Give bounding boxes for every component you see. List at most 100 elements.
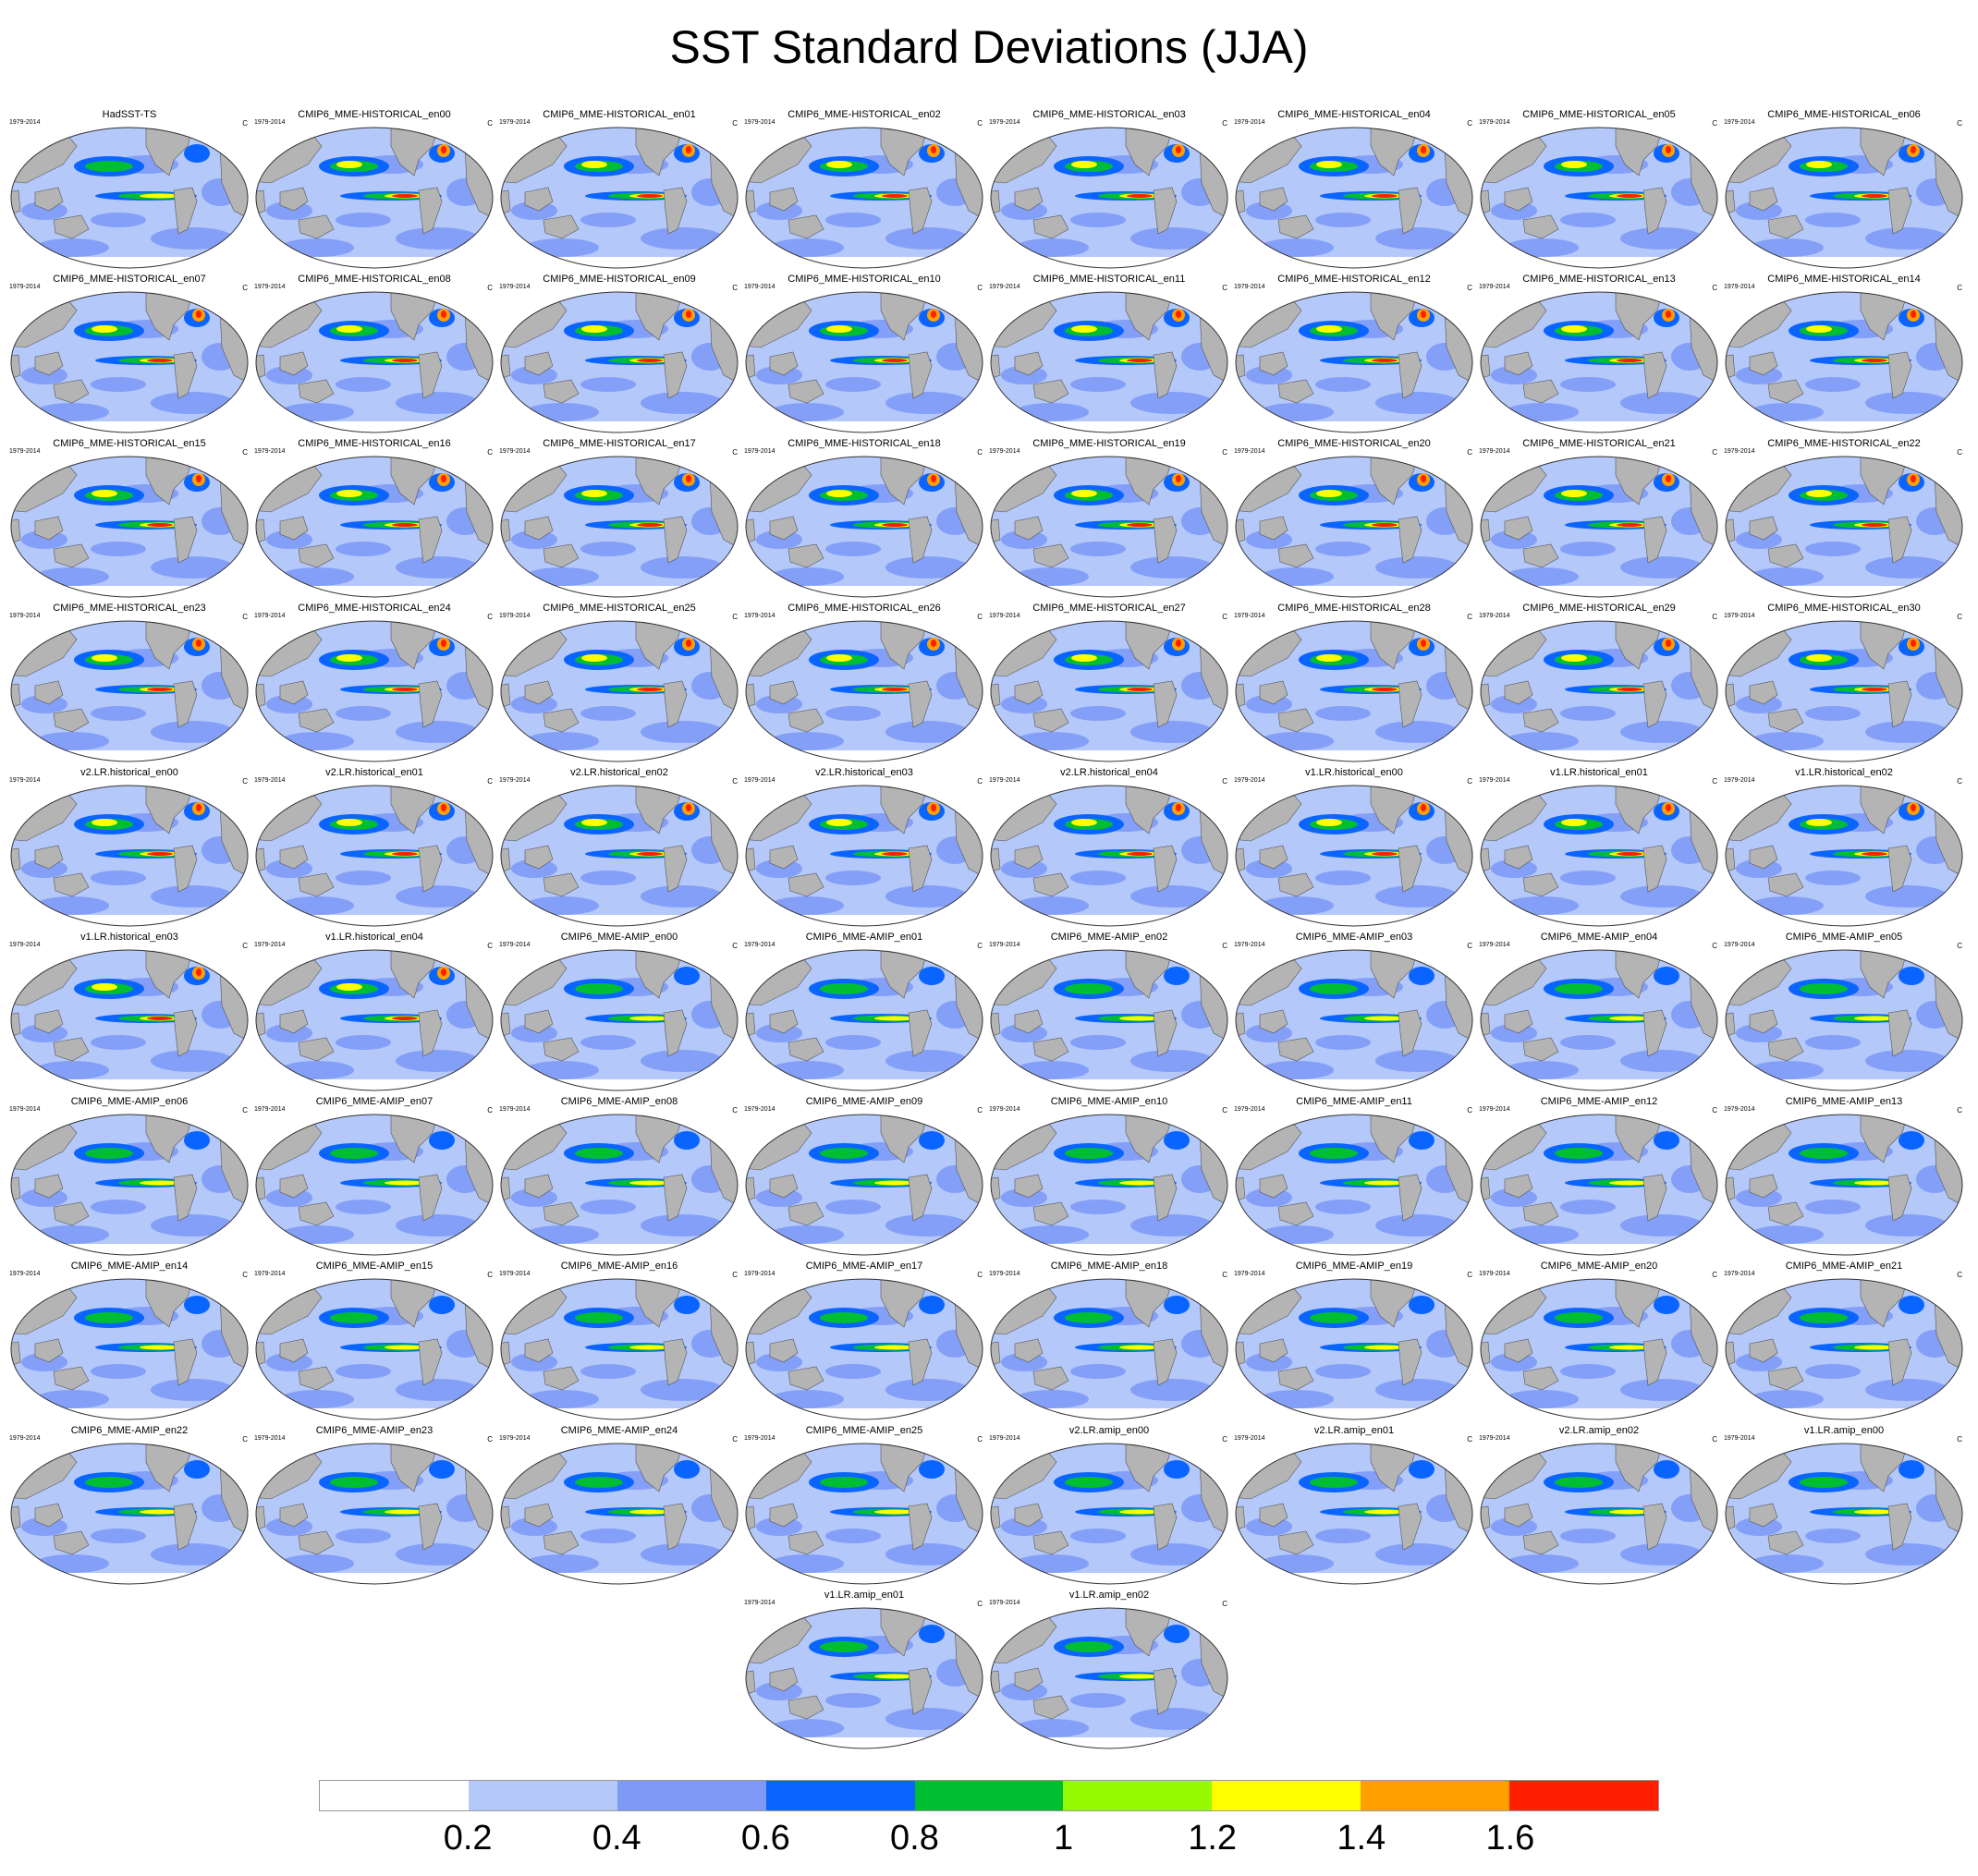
panel-title: v2.LR.amip_en02: [1558, 1425, 1640, 1436]
panel-units: C: [1957, 777, 1962, 786]
panel-title: CMIP6_MME-AMIP_en15: [315, 1261, 433, 1272]
map-panel: v1.LR.amip_en00 1979-2014 C: [1722, 1425, 1966, 1588]
panel-units: C: [242, 119, 248, 128]
panel-title: CMIP6_MME-AMIP_en09: [805, 1096, 923, 1107]
panel-units: C: [977, 777, 983, 786]
panel-title: CMIP6_MME-HISTORICAL_en09: [543, 274, 696, 285]
panel-title: v1.LR.historical_en01: [1550, 767, 1648, 778]
map-panel: CMIP6_MME-HISTORICAL_en13 1979-2014 C: [1477, 274, 1721, 436]
panel-title: v1.LR.historical_en04: [325, 932, 423, 943]
panel-title: CMIP6_MME-AMIP_en05: [1785, 932, 1903, 943]
panel-units: C: [977, 1106, 983, 1115]
panel-title: CMIP6_MME-AMIP_en01: [805, 932, 923, 943]
panel-title: v1.LR.historical_en00: [1305, 767, 1403, 778]
panel-title: CMIP6_MME-HISTORICAL_en25: [543, 603, 696, 614]
map-panel: CMIP6_MME-AMIP_en06 1979-2014 C: [7, 1096, 251, 1259]
colorbar: [319, 1780, 1659, 1811]
colorbar-cell: [320, 1781, 469, 1810]
colorbar-cell: [1361, 1781, 1510, 1810]
map-panel: CMIP6_MME-AMIP_en20 1979-2014 C: [1477, 1261, 1721, 1423]
panel-units: C: [1712, 1106, 1717, 1115]
map-panel: CMIP6_MME-AMIP_en24 1979-2014 C: [497, 1425, 741, 1588]
panel-title: v2.LR.historical_en03: [815, 767, 913, 778]
panel-period: 1979-2014: [499, 942, 531, 948]
panel-title: CMIP6_MME-HISTORICAL_en02: [788, 109, 941, 120]
map-panel: CMIP6_MME-HISTORICAL_en18 1979-2014 C: [742, 438, 986, 601]
map-panel: v1.LR.historical_en01 1979-2014 C: [1477, 767, 1721, 930]
panel-period: 1979-2014: [254, 777, 286, 784]
colorbar-tick-label: 0.4: [592, 1819, 641, 1858]
map-panel: CMIP6_MME-AMIP_en16 1979-2014 C: [497, 1261, 741, 1423]
panel-title: CMIP6_MME-AMIP_en02: [1050, 932, 1168, 943]
panel-title: CMIP6_MME-AMIP_en19: [1295, 1261, 1413, 1272]
panel-units: C: [1467, 942, 1472, 950]
panel-period: 1979-2014: [1724, 1106, 1755, 1113]
map-panel: CMIP6_MME-HISTORICAL_en22 1979-2014 C: [1722, 438, 1966, 601]
panel-units: C: [1467, 613, 1472, 621]
map-panel: CMIP6_MME-AMIP_en07 1979-2014 C: [252, 1096, 496, 1259]
panel-units: C: [1957, 613, 1962, 621]
colorbar-tick-label: 1.2: [1188, 1819, 1238, 1858]
panel-title: CMIP6_MME-AMIP_en12: [1540, 1096, 1658, 1107]
map-panel: CMIP6_MME-AMIP_en08 1979-2014 C: [497, 1096, 741, 1259]
panel-period: 1979-2014: [499, 1271, 531, 1277]
map-panel: v1.LR.amip_en02 1979-2014 C: [987, 1590, 1231, 1752]
map-panel: CMIP6_MME-HISTORICAL_en04 1979-2014 C: [1232, 109, 1476, 272]
panel-units: C: [1712, 613, 1717, 621]
panel-period: 1979-2014: [254, 1271, 286, 1277]
panel-title: v1.LR.historical_en02: [1795, 767, 1893, 778]
panel-title: v1.LR.amip_en02: [1068, 1590, 1150, 1601]
panel-title: v1.LR.amip_en01: [824, 1590, 905, 1601]
panel-period: 1979-2014: [1234, 284, 1265, 290]
panel-units: C: [242, 1435, 248, 1444]
panel-units: C: [1222, 1435, 1227, 1444]
panel-units: C: [1712, 1271, 1717, 1279]
map-panel: CMIP6_MME-AMIP_en14 1979-2014 C: [7, 1261, 251, 1423]
panel-title: CMIP6_MME-AMIP_en24: [560, 1425, 678, 1436]
panel-period: 1979-2014: [1724, 119, 1755, 126]
panel-units: C: [732, 448, 738, 457]
panel-period: 1979-2014: [1479, 1271, 1510, 1277]
map-panel: CMIP6_MME-HISTORICAL_en14 1979-2014 C: [1722, 274, 1966, 436]
panel-title: v2.LR.historical_en01: [325, 767, 423, 778]
panel-units: C: [732, 284, 738, 292]
panel-units: C: [487, 613, 493, 621]
panel-period: 1979-2014: [9, 448, 41, 455]
panel-units: C: [1222, 284, 1227, 292]
panel-period: 1979-2014: [1724, 284, 1755, 290]
panel-period: 1979-2014: [989, 777, 1020, 784]
panel-title: CMIP6_MME-AMIP_en23: [315, 1425, 433, 1436]
panel-units: C: [242, 942, 248, 950]
panel-units: C: [1957, 448, 1962, 457]
panel-title: CMIP6_MME-HISTORICAL_en21: [1522, 438, 1676, 449]
figure-title: SST Standard Deviations (JJA): [669, 21, 1309, 73]
panel-period: 1979-2014: [744, 1600, 775, 1606]
map-panel: CMIP6_MME-AMIP_en01 1979-2014 C: [742, 932, 986, 1094]
panel-units: C: [732, 613, 738, 621]
map-panel: CMIP6_MME-HISTORICAL_en05 1979-2014 C: [1477, 109, 1721, 272]
panel-period: 1979-2014: [499, 119, 531, 126]
panel-period: 1979-2014: [1479, 777, 1510, 784]
panel-title: CMIP6_MME-HISTORICAL_en26: [788, 603, 941, 614]
panel-title: CMIP6_MME-HISTORICAL_en04: [1277, 109, 1431, 120]
panel-period: 1979-2014: [744, 613, 775, 619]
panel-units: C: [1222, 942, 1227, 950]
map-panel: CMIP6_MME-AMIP_en03 1979-2014 C: [1232, 932, 1476, 1094]
map-panel: CMIP6_MME-AMIP_en02 1979-2014 C: [987, 932, 1231, 1094]
panel-period: 1979-2014: [1479, 119, 1510, 126]
colorbar-cell: [1509, 1781, 1659, 1810]
panel-period: 1979-2014: [499, 613, 531, 619]
panel-units: C: [242, 284, 248, 292]
panel-period: 1979-2014: [1724, 1271, 1755, 1277]
panel-period: 1979-2014: [1234, 119, 1265, 126]
map-panel: CMIP6_MME-HISTORICAL_en27 1979-2014 C: [987, 603, 1231, 765]
panel-title: CMIP6_MME-AMIP_en00: [560, 932, 678, 943]
panel-units: C: [1957, 119, 1962, 128]
map-panel: CMIP6_MME-HISTORICAL_en16 1979-2014 C: [252, 438, 496, 601]
panel-units: C: [1712, 942, 1717, 950]
panel-units: C: [242, 1271, 248, 1279]
panel-units: C: [1712, 119, 1717, 128]
map-panel: v2.LR.historical_en01 1979-2014 C: [252, 767, 496, 930]
panel-period: 1979-2014: [1234, 448, 1265, 455]
map-panel: CMIP6_MME-AMIP_en04 1979-2014 C: [1477, 932, 1721, 1094]
